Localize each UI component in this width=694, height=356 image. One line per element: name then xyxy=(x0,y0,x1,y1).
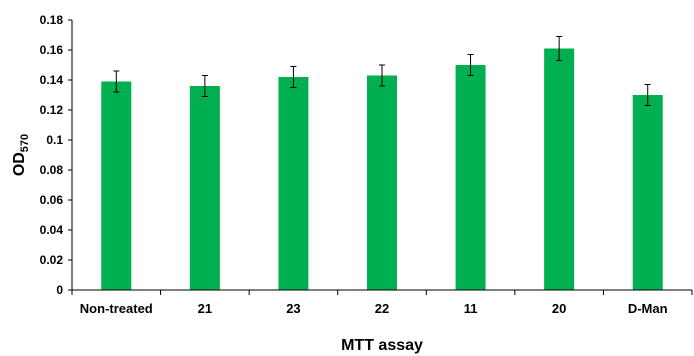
y-tick-label: 0.06 xyxy=(40,193,64,207)
x-axis-title-text: MTT assay xyxy=(341,337,423,354)
y-tick-label: 0.1 xyxy=(46,133,63,147)
y-tick-label: 0.12 xyxy=(40,103,64,117)
y-tick-label: 0.14 xyxy=(40,73,64,87)
y-tick-label: 0.04 xyxy=(40,223,64,237)
x-axis-ticks xyxy=(71,290,693,295)
x-category-label: Non-treated xyxy=(80,301,153,316)
y-axis-title-main: OD xyxy=(11,152,28,176)
y-tick-label: 0.08 xyxy=(40,163,64,177)
bar xyxy=(544,48,575,290)
y-tick-label: 0.16 xyxy=(40,43,64,57)
bars xyxy=(101,48,663,290)
x-category-label: 11 xyxy=(464,301,478,316)
bar xyxy=(101,81,132,290)
y-tick-label: 0 xyxy=(56,283,63,297)
x-category-label: 23 xyxy=(286,301,300,316)
x-category-label: 22 xyxy=(375,301,389,316)
x-category-label: 20 xyxy=(552,301,566,316)
x-axis-labels: Non-treated 21 23 22 11 20 D-Man xyxy=(80,301,668,316)
error-bars xyxy=(113,36,651,106)
bar xyxy=(189,86,220,290)
bar xyxy=(455,65,486,290)
y-tick-label: 0.02 xyxy=(40,253,64,267)
bar xyxy=(367,75,397,290)
y-tick-label: 0.18 xyxy=(40,13,64,27)
y-axis-title-subscript: 570 xyxy=(19,134,31,152)
y-axis-ticks: 0 0.02 0.04 0.06 0.08 0.1 0.12 0.14 0.16 0.18 xyxy=(40,13,72,297)
bar xyxy=(278,77,309,290)
x-axis-title: MTT assay xyxy=(341,337,423,354)
x-category-label: D-Man xyxy=(628,301,668,316)
y-axis-title: OD570 xyxy=(11,134,31,176)
bar xyxy=(632,95,663,290)
x-category-label: 21 xyxy=(198,301,212,316)
